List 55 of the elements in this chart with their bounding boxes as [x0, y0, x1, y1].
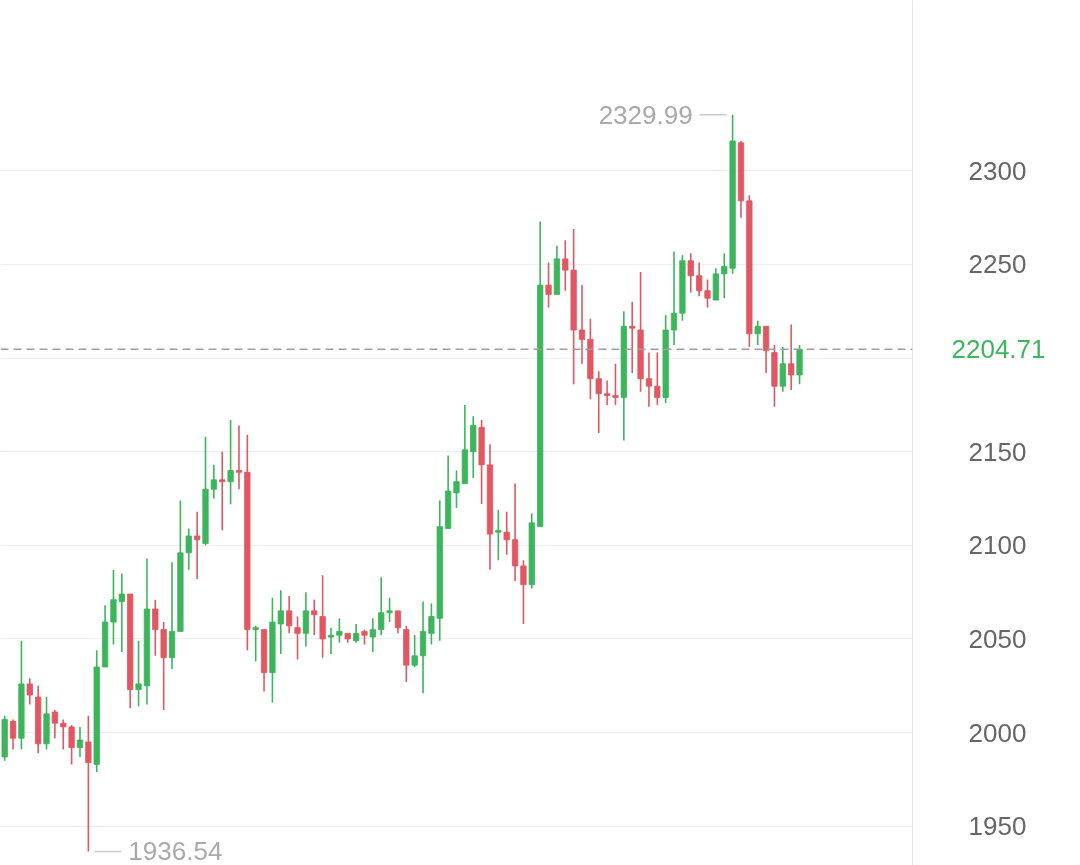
candlestick	[503, 510, 510, 556]
candlestick	[85, 714, 92, 853]
candlestick	[294, 615, 301, 661]
candlestick	[60, 718, 67, 751]
candlestick	[754, 319, 761, 346]
candlestick	[68, 724, 75, 766]
candlestick	[352, 623, 360, 644]
candlestick	[578, 284, 586, 365]
candlestick	[194, 510, 201, 580]
candlestick	[788, 323, 795, 391]
candlestick	[386, 596, 393, 623]
candlestick	[252, 625, 259, 663]
candlestick	[411, 634, 418, 668]
candlestick	[629, 301, 636, 374]
candlestick	[603, 379, 611, 406]
candlestick	[51, 709, 58, 739]
candlestick	[562, 239, 569, 292]
candlestick	[210, 464, 217, 500]
candlestick	[595, 370, 602, 434]
candlestick	[336, 617, 343, 644]
candlestick	[645, 351, 653, 408]
candlestick	[227, 419, 234, 505]
candlestick	[612, 362, 619, 406]
candlestick	[378, 576, 385, 637]
candlestick	[26, 677, 33, 706]
candlestick	[495, 508, 502, 562]
candlestick	[654, 351, 661, 406]
candlestick	[311, 598, 318, 637]
y-tick-label: 2250	[968, 249, 1027, 280]
candlestick	[9, 718, 17, 751]
candlestick	[219, 450, 226, 532]
candlestick	[76, 726, 84, 758]
candlestick	[394, 610, 402, 635]
candlestick	[670, 250, 678, 346]
candlestick	[520, 559, 527, 625]
y-tick-label: 2100	[968, 530, 1027, 561]
y-tick-label: 2150	[968, 436, 1027, 467]
candlestick	[185, 527, 192, 571]
candlestick	[369, 617, 376, 653]
candlestick	[327, 626, 335, 655]
y-tick-label: 2000	[968, 717, 1027, 748]
y-tick-label: 1950	[968, 811, 1027, 842]
annotation: 2329.99	[598, 99, 693, 130]
annotation: 1936.54	[128, 836, 223, 865]
candlestick	[687, 252, 694, 294]
candlestick	[286, 595, 293, 635]
candlestick	[779, 346, 786, 393]
y-tick-label: 2050	[968, 623, 1027, 654]
candlestick	[302, 591, 310, 648]
y-tick-label: 2300	[968, 155, 1027, 186]
ref-line-label: 2204.71	[951, 334, 1046, 365]
candlestick	[545, 261, 552, 309]
candlestick	[319, 574, 326, 659]
candlestick	[135, 640, 142, 708]
candlestick	[235, 424, 243, 490]
